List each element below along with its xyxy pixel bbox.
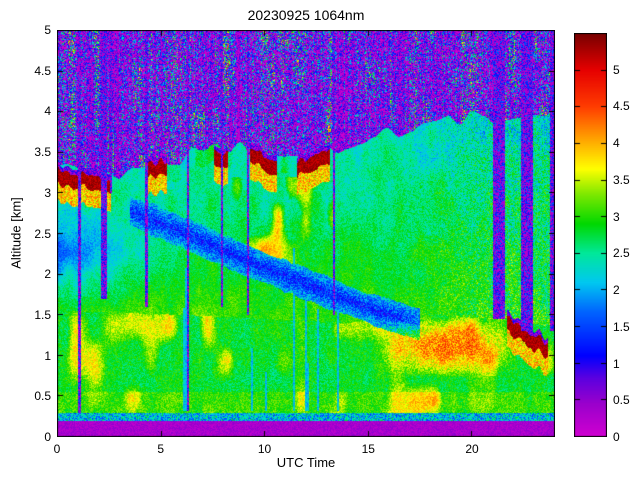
colorbar-tick-label: 2.5 — [613, 246, 630, 261]
y-tick-label: 2.5 — [34, 226, 51, 241]
heatmap-canvas — [57, 30, 555, 437]
colorbar-canvas — [574, 33, 607, 437]
chart-title: 20230925 1064nm — [247, 7, 365, 23]
colorbar-tick-label: 3 — [613, 209, 620, 224]
x-tick-label: 10 — [257, 442, 272, 456]
y-tick-label: 0.5 — [34, 389, 51, 404]
colorbar-tick-label: 4 — [613, 136, 620, 151]
x-axis-label: UTC Time — [276, 455, 336, 470]
colorbar-tick-label: 4.5 — [613, 99, 630, 114]
y-tick-label: 4 — [44, 104, 51, 119]
x-tick-label: 20 — [465, 442, 479, 456]
colorbar-tick-label: 0 — [613, 430, 620, 444]
y-tick-label: 4.5 — [34, 63, 51, 78]
x-tick-label: 5 — [157, 442, 165, 456]
colorbar-tick-label: 1.5 — [613, 319, 630, 334]
y-tick-label: 2 — [44, 267, 51, 282]
colorbar-tick-label: 1 — [613, 356, 620, 371]
y-tick-label: 5 — [44, 23, 51, 37]
x-tick-label: 0 — [53, 442, 61, 456]
colorbar-tick-label: 2 — [613, 283, 620, 298]
colorbar-tick-label: 5 — [613, 62, 620, 77]
x-tick-label: 15 — [361, 442, 375, 456]
colorbar-tick-label: 0.5 — [613, 393, 630, 408]
y-tick-label: 3.5 — [34, 145, 51, 160]
y-tick-label: 1 — [44, 348, 51, 363]
y-tick-label: 3 — [44, 185, 51, 200]
y-tick-label: 1.5 — [34, 307, 51, 322]
y-tick-label: 0 — [44, 430, 51, 444]
colorbar-tick-label: 3.5 — [613, 172, 630, 187]
